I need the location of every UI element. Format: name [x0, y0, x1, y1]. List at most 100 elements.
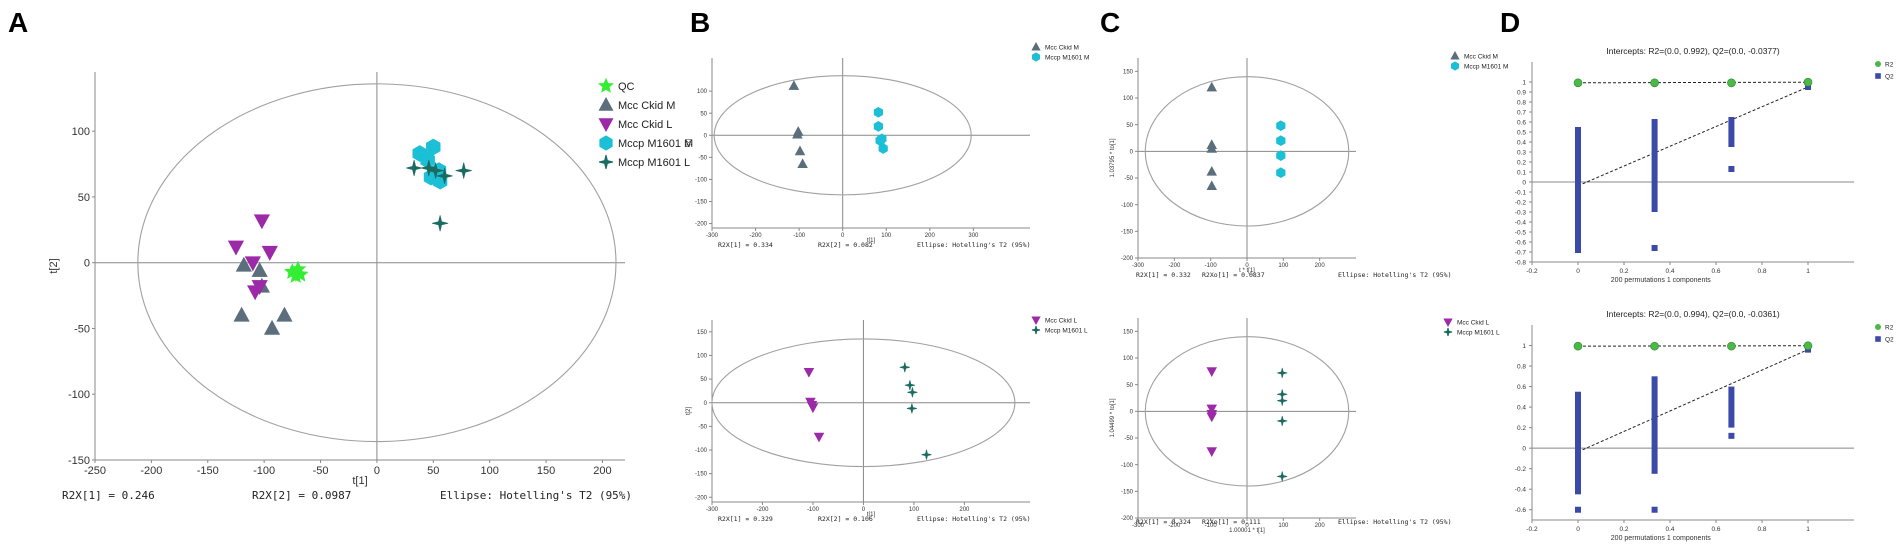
annotations: R2X[1] = 0.246 R2X[2] = 0.0987 Ellipse: Ho…: [62, 489, 632, 502]
x-tick-label: -100: [1205, 523, 1218, 529]
annotation-2: Ellipse: Hotelling's T2 (95%): [917, 515, 1031, 523]
y-tick-label: 0.4: [1517, 140, 1526, 147]
y-tick-label: -0.8: [1515, 260, 1527, 267]
y-tick-label: 0.3: [1517, 150, 1526, 157]
q2-regression-line: [1577, 86, 1809, 187]
point-mccp-m1601-l: [906, 403, 917, 414]
x-tick-label: 0.2: [1619, 526, 1628, 533]
point-mcc-ckid-m: [1206, 143, 1218, 153]
point-mccp-m1601-l: [420, 159, 437, 177]
legend-label-r2: R2: [1885, 325, 1894, 332]
q2-column: [1575, 391, 1581, 495]
x-axis-label: 200 permutations 1 components: [1611, 535, 1712, 542]
series-q2: [1575, 346, 1811, 513]
legend-marker-mcc-ckid-m: [1031, 41, 1041, 51]
x-axis-label: 200 permutations 1 components: [1611, 277, 1712, 284]
y-tick-label: 0.8: [1517, 100, 1526, 107]
opls-da-score-plot-m: -300 -200 -100 0 100 200-200-150-100-50050100…: [1110, 50, 1508, 279]
series-mccp-m1601-m: [873, 106, 888, 154]
x-tick-label: 1: [1806, 268, 1810, 275]
x-tick-label: 200: [1315, 263, 1326, 269]
y-tick-label: -100: [695, 178, 708, 184]
chart-title: Intercepts: R2=(0.0, 0.994), Q2=(0.0, -0…: [1606, 309, 1780, 319]
y-axis-label: 1.04499 * to[1]: [1110, 398, 1116, 437]
point-q2: [1728, 432, 1735, 439]
x-tick-label: -100: [1205, 263, 1218, 269]
series-mccp-m1601-l: [1277, 367, 1288, 482]
legend: R2 Q2: [1875, 324, 1894, 344]
legend-label-mcc-ckid-l: Mcc Ckid L: [1457, 319, 1490, 326]
x-tick-label: -0.2: [1526, 526, 1538, 533]
legend: Mcc Ckid M Mccp M1601 M: [1450, 50, 1508, 71]
legend-label-mccp-m1601-l: Mccp M1601 L: [618, 157, 690, 169]
y-axis-label: t[2]: [686, 139, 692, 148]
point-mccp-m1601-l: [899, 362, 910, 373]
y-tick-label: 50: [700, 111, 707, 117]
x-tick-label: 0: [1576, 268, 1580, 275]
x-axis-label: t[1]: [867, 512, 876, 518]
x-axis-label: t[1]: [867, 238, 876, 244]
panel-letter-c: C: [1100, 7, 1120, 38]
point-q2: [1651, 245, 1658, 251]
x-tick-label: -200: [1168, 523, 1181, 529]
y-tick-label: -150: [68, 455, 90, 467]
y-tick-label: 150: [697, 330, 708, 336]
axes: -300 -200 -100 0 100 200 -200 -150 -100 -50 0 50 100…: [686, 320, 1030, 518]
point-r2: [1727, 78, 1736, 88]
axes: -0.2 0 0.2 0.4 0.6 0.8 1 -0.6 -0.4 -0.2 0 0.2 0.4 0.6…: [1515, 325, 1854, 542]
point-mcc-ckid-l: [244, 256, 261, 272]
point-mccp-m1601-l: [907, 387, 918, 398]
y-tick-label: 150: [1123, 329, 1134, 335]
y-tick-label: 0.9: [1517, 90, 1526, 97]
series-mccp-m1601-l: [406, 159, 472, 232]
y-tick-label: 0.1: [1517, 170, 1526, 177]
point-mccp-m1601-l: [406, 159, 423, 177]
q2-column: [1651, 119, 1658, 212]
hotelling-t2-ellipse: [1144, 76, 1350, 227]
y-tick-label: -100: [695, 448, 708, 454]
x-tick-label: 0.6: [1711, 526, 1720, 533]
legend-label-mccp-m1601-m: Mccp M1601 M: [1045, 54, 1089, 61]
point-qc: [289, 260, 307, 277]
y-tick-label: -0.1: [1515, 190, 1527, 197]
point-mcc-ckid-m: [1206, 165, 1218, 176]
point-mccp-m1601-m: [873, 106, 883, 118]
y-tick-label: -200: [1121, 516, 1134, 522]
x-tick-label: -100: [807, 507, 820, 513]
x-tick-label: 200: [593, 465, 611, 477]
legend-label-mcc-ckid-m: Mcc Ckid M: [1464, 53, 1498, 60]
hotelling-t2-ellipse: [1144, 336, 1350, 487]
point-mccp-m1601-l: [1277, 395, 1288, 406]
point-mcc-ckid-l: [253, 214, 270, 230]
legend-label-mcc-ckid-m: Mcc Ckid M: [618, 100, 675, 112]
point-mcc-ckid-l: [251, 280, 268, 296]
annotation-2: Ellipse: Hotelling's T2 (95%): [1338, 518, 1452, 526]
point-mccp-m1601-m: [878, 143, 888, 154]
axes: -300 -200 -100 0 100 200 300 -200 -150 -100 -50 0 50…: [686, 58, 1030, 244]
y-axis-label: t[2]: [686, 407, 692, 416]
legend-marker-mccp-m1601-l: [1031, 325, 1041, 335]
x-tick-label: -200: [140, 465, 162, 477]
series-r2: [1573, 77, 1813, 88]
legend-marker-qc: [598, 77, 614, 93]
x-tick-label: -200: [1168, 263, 1181, 269]
y-axis-label: 1.03795 * to[1]: [1110, 138, 1116, 177]
legend-label-mccp-m1601-m: Mccp M1601 M: [618, 138, 693, 150]
y-tick-label: 0: [704, 133, 708, 139]
point-mccp-m1601-m: [1276, 150, 1286, 161]
y-tick-label: 0.8: [1517, 364, 1526, 371]
y-tick-label: 0.5: [1517, 130, 1526, 137]
y-tick-label: 0: [704, 401, 708, 407]
y-tick-label: 50: [78, 192, 90, 204]
x-axis-label: 1.00001 * t[1]: [1229, 528, 1265, 534]
y-tick-label: -200: [695, 495, 708, 501]
point-mcc-ckid-m: [235, 256, 252, 272]
y-tick-label: -0.5: [1515, 230, 1527, 237]
series-mcc-ckid-m: [788, 80, 808, 169]
series-mccp-m1601-l: [899, 362, 932, 460]
y-tick-label: -150: [695, 472, 708, 478]
annotation-1: R2X[2] = 0.082: [818, 241, 873, 249]
q2-column: [1651, 376, 1658, 474]
pca-score-plot-mcc-vs-mccp-l: -300 -200 -100 0 100 200 -200 -150 -100 -50 0 50 100…: [686, 316, 1088, 523]
y-tick-label: 0.4: [1517, 405, 1526, 412]
